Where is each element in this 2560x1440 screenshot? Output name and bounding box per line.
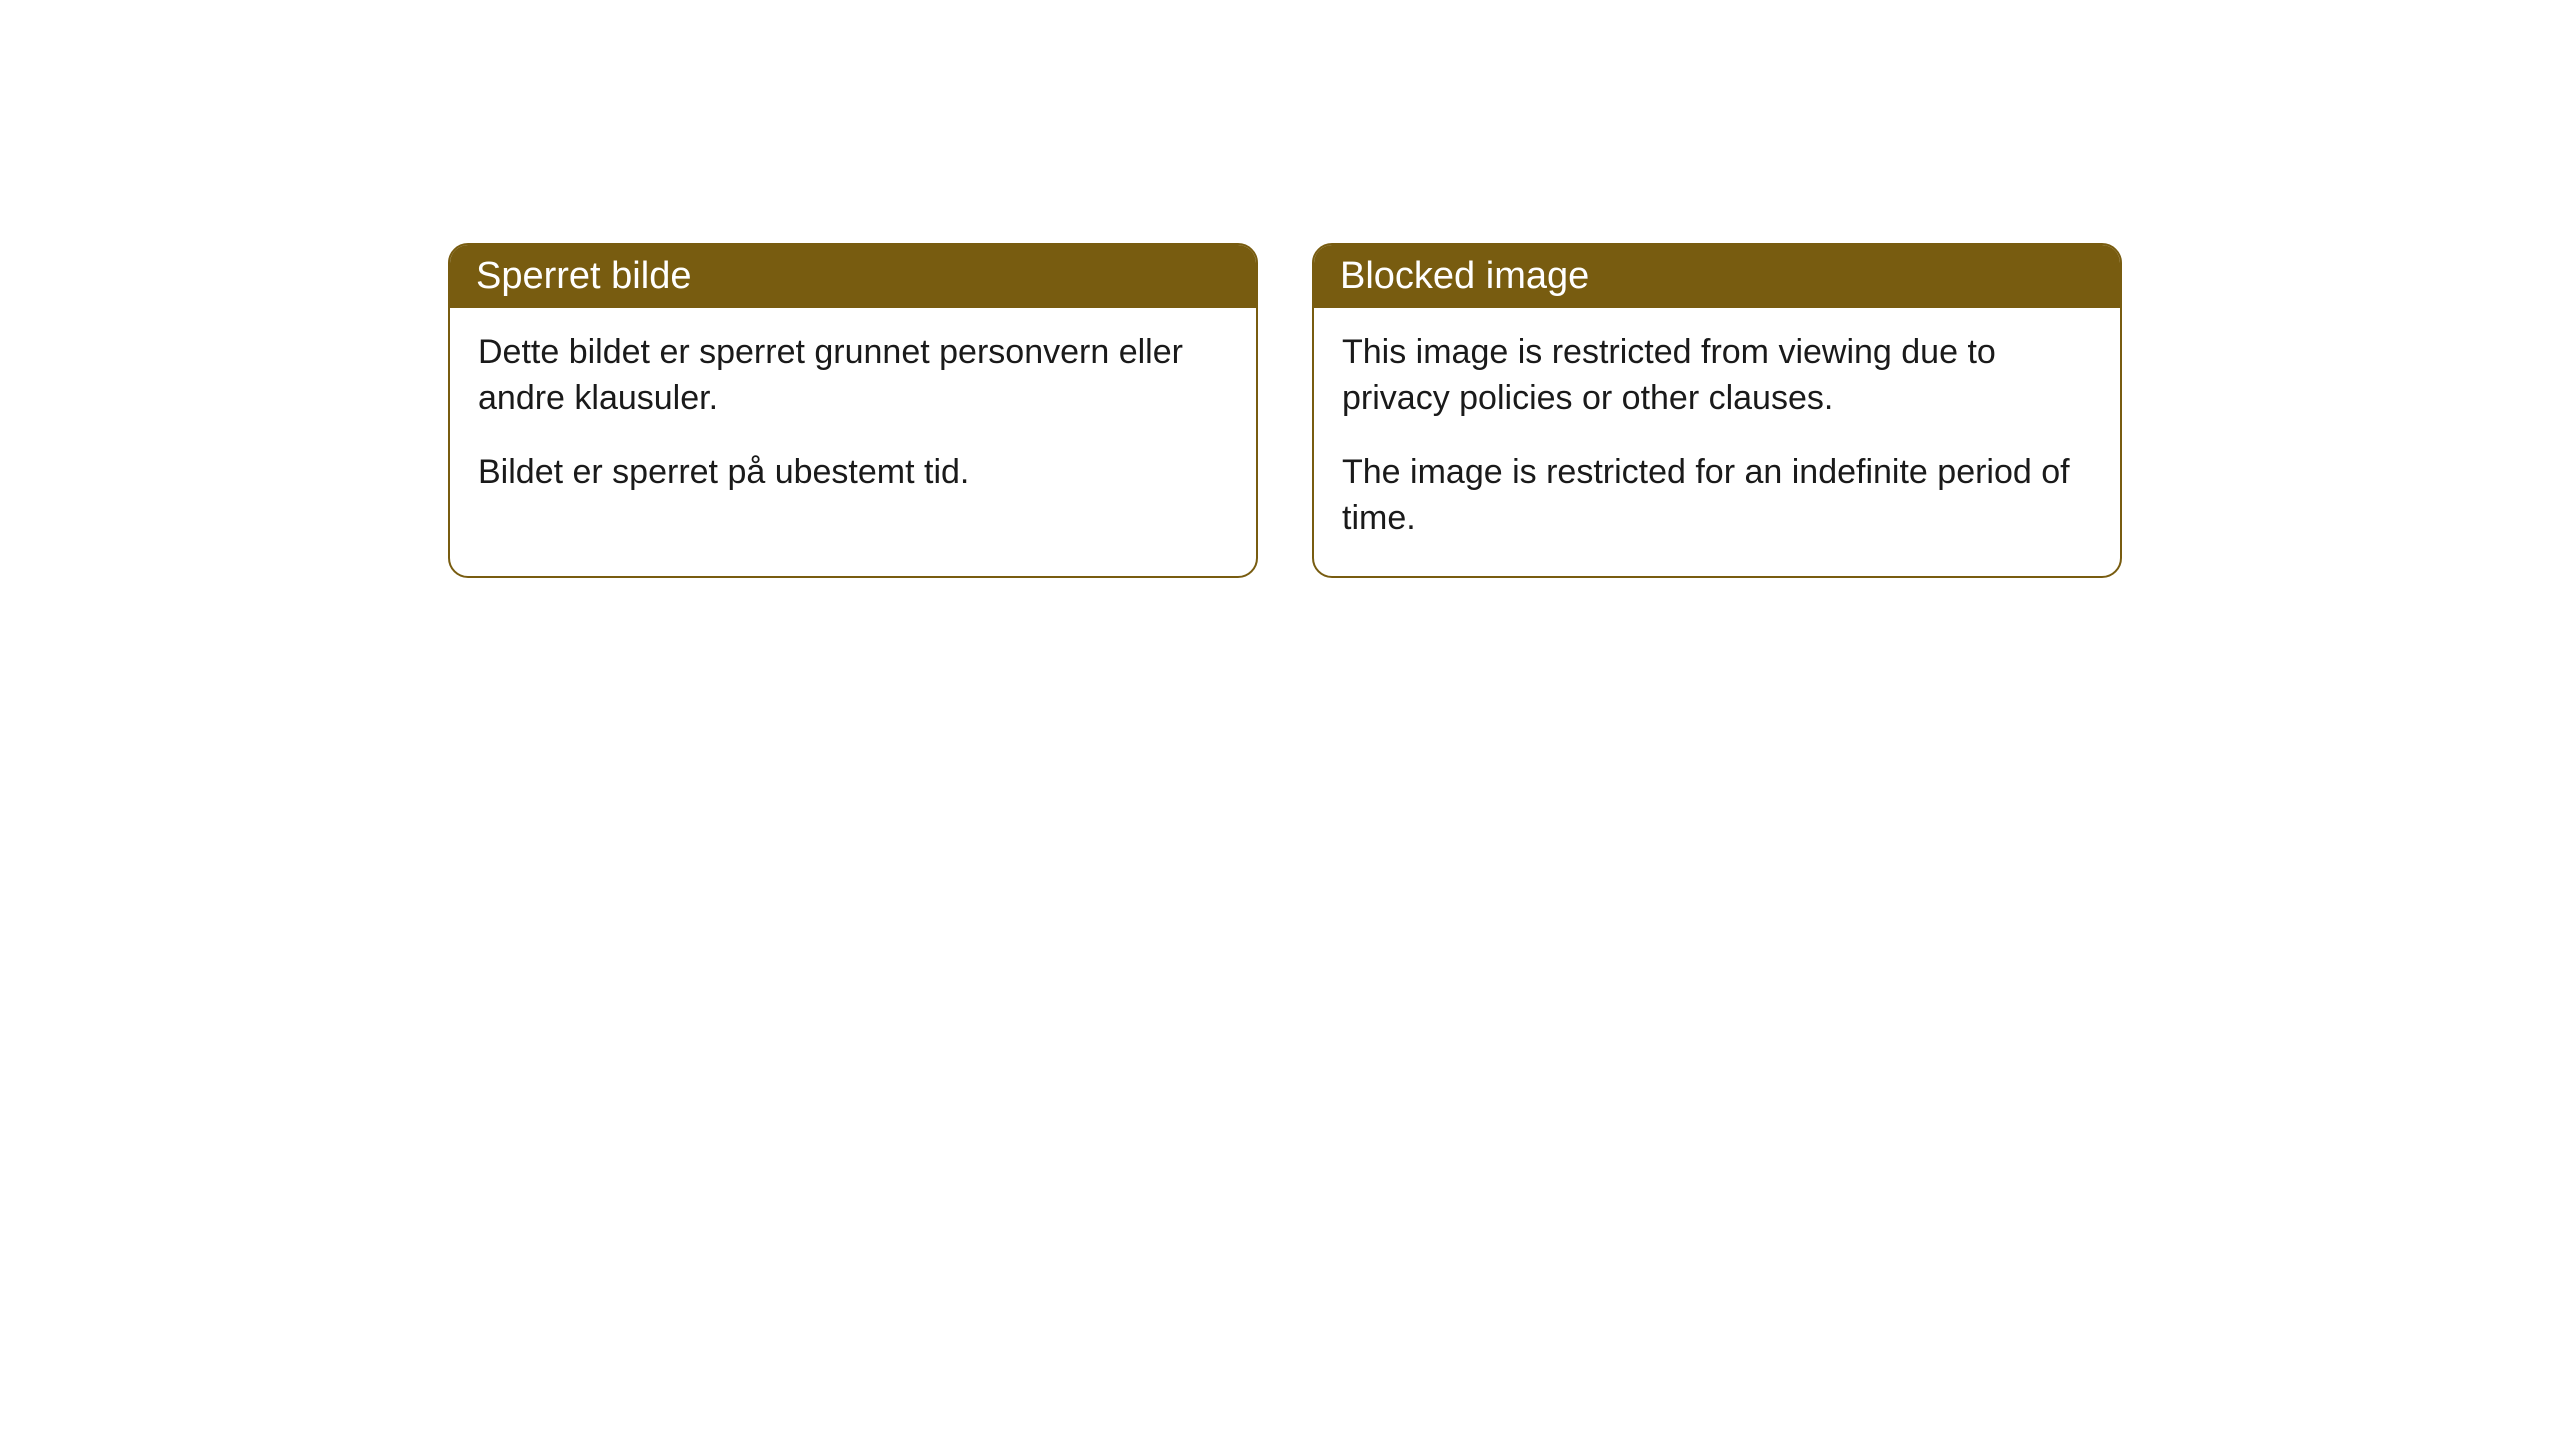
- card-header: Blocked image: [1314, 245, 2120, 308]
- card-body: Dette bildet er sperret grunnet personve…: [450, 308, 1256, 530]
- card-title: Sperret bilde: [476, 255, 691, 297]
- blocked-image-card-english: Blocked image This image is restricted f…: [1312, 243, 2122, 578]
- blocked-image-card-norwegian: Sperret bilde Dette bildet er sperret gr…: [448, 243, 1258, 578]
- card-body: This image is restricted from viewing du…: [1314, 308, 2120, 576]
- card-paragraph: This image is restricted from viewing du…: [1342, 330, 2092, 422]
- card-paragraph: The image is restricted for an indefinit…: [1342, 450, 2092, 542]
- card-paragraph: Dette bildet er sperret grunnet personve…: [478, 330, 1228, 422]
- card-title: Blocked image: [1340, 255, 1589, 297]
- card-header: Sperret bilde: [450, 245, 1256, 308]
- card-paragraph: Bildet er sperret på ubestemt tid.: [478, 450, 1228, 496]
- notification-cards-container: Sperret bilde Dette bildet er sperret gr…: [448, 243, 2122, 578]
